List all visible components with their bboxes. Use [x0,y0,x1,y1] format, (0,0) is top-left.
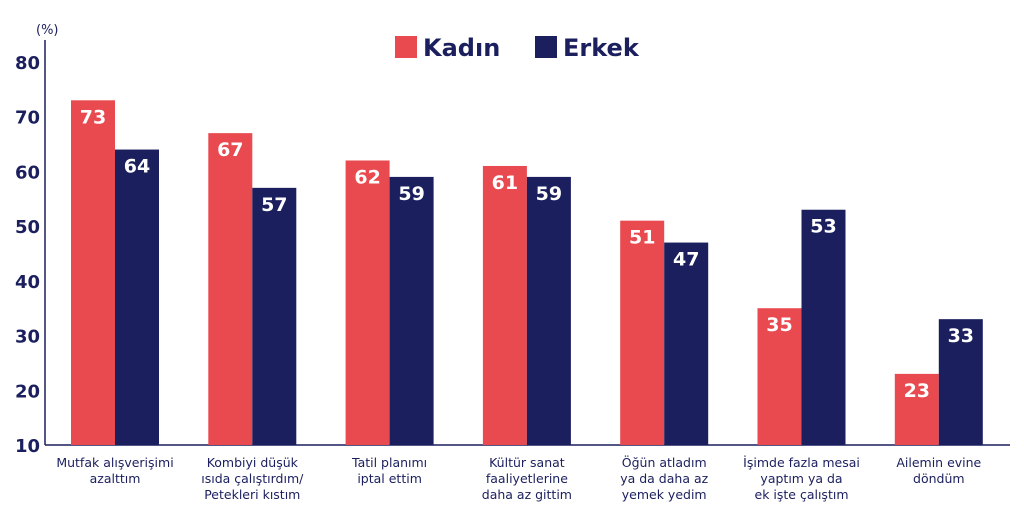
y-tick-label: 70 [15,108,40,129]
category-label: ya da daha az [620,471,708,486]
bar-kadın [894,373,939,445]
bar-kadın [620,220,665,445]
bar-kadın [757,308,802,445]
data-label: 62 [354,166,380,188]
bar-kadın [208,133,253,445]
category-label: döndüm [913,471,965,486]
data-label: 51 [629,227,655,249]
category-label: Ailemin evine [896,455,981,470]
category-label: Öğün atladım [622,454,707,470]
legend-label: Kadın [423,34,500,62]
category-label: ek işte çalıştım [755,487,849,502]
bar-kadın [345,160,390,445]
data-label: 73 [80,106,106,128]
data-label: 33 [948,325,974,347]
y-tick-label: 30 [15,327,40,348]
data-label: 67 [217,139,243,161]
category-label: Mutfak alışverişimi [56,455,173,470]
legend-swatch [395,36,417,58]
category-label: yemek yedim [622,487,707,502]
bar-erkek [115,149,159,446]
y-tick-label: 60 [15,162,40,183]
data-label: 61 [492,172,518,194]
bar-kadın [71,100,115,446]
category-label: ısıda çalıştırdım/ [201,471,304,486]
data-label: 23 [904,380,930,402]
data-label: 53 [810,216,836,238]
category-label: daha az gittim [482,487,572,502]
y-tick-label: 20 [15,381,40,402]
category-label: İşimde fazla mesai [743,455,860,470]
category-label: faaliyetlerine [486,471,568,486]
category-label: Tatil planımı [351,455,427,470]
y-axis-unit: (%) [36,23,59,38]
bar-erkek [389,176,434,445]
y-tick-label: 40 [15,272,40,293]
data-label: 47 [673,249,699,271]
data-label: 35 [766,314,792,336]
category-label: Kombiyi düşük [207,455,299,470]
bar-erkek [801,209,846,445]
data-label: 57 [261,194,287,216]
y-tick-label: 50 [15,217,40,238]
bar-erkek [664,242,709,445]
category-label: Kültür sanat [489,455,565,470]
category-label: yaptım ya da [760,471,842,486]
legend-label: Erkek [563,34,640,62]
bar-erkek [526,176,571,445]
bar-erkek [938,319,983,445]
legend-swatch [535,36,557,58]
y-tick-label: 80 [15,53,40,74]
category-label: azalttım [90,471,141,486]
data-label: 59 [398,183,424,205]
y-tick-label: 10 [15,436,40,457]
bar-kadın [482,165,527,445]
data-label: 59 [536,183,562,205]
category-label: Petekleri kıstım [204,487,300,502]
category-label: iptal ettim [357,471,422,486]
data-label: 64 [124,156,150,178]
bar-erkek [252,187,297,446]
